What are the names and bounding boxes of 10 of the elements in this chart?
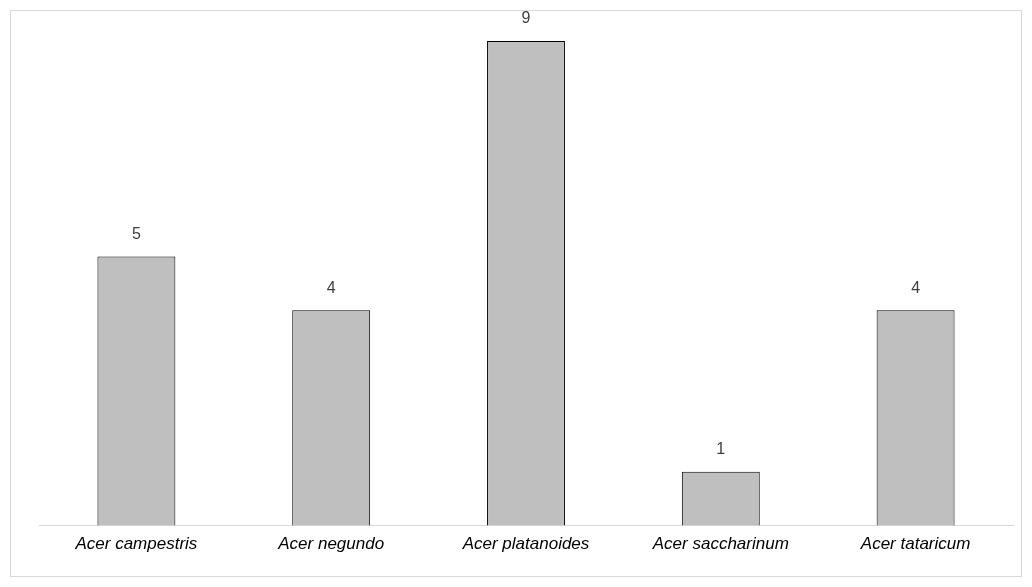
data-label: 4 [911,278,921,296]
x-tick-label: Acer tataricum [859,533,971,553]
x-tick-label: Acer negundo [277,533,385,553]
x-tick-label: Acer campestris [74,533,198,553]
data-label: 4 [326,278,336,296]
x-tick-label: Acer saccharinum [651,533,789,553]
data-label: 1 [716,440,726,458]
data-label: 9 [521,9,531,27]
data-label: 5 [131,224,141,242]
x-tick-label: Acer platanoides [461,533,590,553]
